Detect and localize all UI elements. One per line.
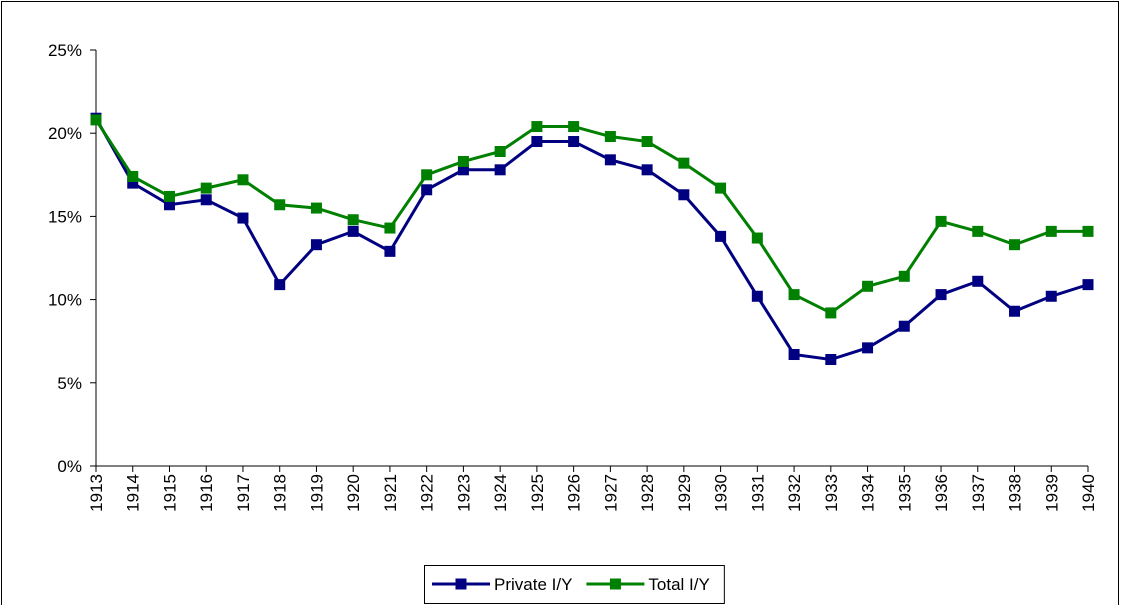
x-tick-label: 1913 — [87, 474, 106, 512]
y-tick-label: 0% — [57, 457, 82, 476]
point-marker — [310, 239, 322, 251]
x-tick-label: 1928 — [638, 474, 657, 512]
x-tick-label: 1939 — [1042, 474, 1061, 512]
point-marker — [421, 169, 433, 181]
x-tick-label: 1914 — [124, 474, 143, 512]
x-tick-label: 1920 — [344, 474, 363, 512]
x-tick-label: 1929 — [675, 474, 694, 512]
point-marker — [604, 154, 616, 166]
point-marker — [715, 182, 727, 194]
point-marker — [1009, 305, 1021, 317]
y-tick-label: 10% — [48, 291, 82, 310]
series-line — [94, 117, 1089, 362]
point-marker — [310, 202, 322, 214]
point-marker — [788, 289, 800, 301]
legend-label: Total I/Y — [648, 575, 709, 594]
point-marker — [163, 190, 175, 202]
point-marker — [1045, 225, 1057, 237]
x-tick-label: 1930 — [712, 474, 731, 512]
point-marker — [494, 164, 506, 176]
x-tick-label: 1931 — [748, 474, 767, 512]
point-marker — [457, 155, 469, 167]
x-tick-label: 1915 — [160, 474, 179, 512]
x-tick-label: 1934 — [859, 474, 878, 512]
point-marker — [90, 114, 102, 126]
x-tick-label: 1932 — [785, 474, 804, 512]
legend-label: Private I/Y — [494, 575, 572, 594]
point-marker — [788, 349, 800, 361]
point-marker — [237, 174, 249, 186]
point-marker — [1009, 239, 1021, 251]
point-marker — [1082, 225, 1094, 237]
x-tick-label: 1938 — [1006, 474, 1025, 512]
point-marker — [972, 275, 984, 287]
y-tick-label: 20% — [48, 124, 82, 143]
point-marker — [347, 214, 359, 226]
x-tick-label: 1935 — [895, 474, 914, 512]
point-marker — [384, 245, 396, 257]
point-marker — [347, 225, 359, 237]
point-marker — [751, 290, 763, 302]
point-marker — [935, 289, 947, 301]
point-marker — [127, 170, 139, 182]
x-tick-label: 1933 — [822, 474, 841, 512]
point-marker — [1082, 279, 1094, 291]
x-tick-label: 1926 — [565, 474, 584, 512]
point-marker — [825, 354, 837, 366]
point-marker — [678, 157, 690, 169]
point-marker — [898, 270, 910, 282]
point-marker — [457, 164, 469, 176]
x-tick-label: 1925 — [528, 474, 547, 512]
point-marker — [862, 342, 874, 354]
point-marker — [568, 136, 580, 148]
point-marker — [641, 136, 653, 148]
x-tick-label: 1927 — [601, 474, 620, 512]
y-tick-label: 25% — [48, 41, 82, 60]
point-marker — [274, 199, 286, 211]
point-marker — [898, 320, 910, 332]
point-marker — [862, 280, 874, 292]
point-marker — [200, 182, 212, 194]
point-marker — [935, 215, 947, 227]
point-marker — [751, 232, 763, 244]
point-marker — [568, 121, 580, 133]
point-marker — [531, 121, 543, 133]
point-marker — [421, 184, 433, 196]
point-marker — [200, 194, 212, 206]
x-tick-label: 1918 — [271, 474, 290, 512]
y-tick-label: 5% — [57, 374, 82, 393]
x-tick-label: 1937 — [969, 474, 988, 512]
series-line — [94, 119, 1088, 315]
legend: Private I/Y Total I/Y — [424, 565, 725, 604]
x-tick-label: 1919 — [307, 474, 326, 512]
legend-marker — [455, 578, 467, 590]
point-marker — [972, 225, 984, 237]
point-marker — [384, 222, 396, 234]
point-marker — [274, 279, 286, 291]
point-marker — [163, 199, 175, 211]
x-tick-label: 1917 — [234, 474, 253, 512]
point-marker — [715, 230, 727, 242]
point-marker — [237, 212, 249, 224]
point-marker — [825, 307, 837, 319]
x-tick-label: 1922 — [418, 474, 437, 512]
point-marker — [641, 164, 653, 176]
point-marker — [494, 146, 506, 158]
x-tick-label: 1923 — [454, 474, 473, 512]
x-tick-label: 1921 — [381, 474, 400, 512]
y-tick-label: 15% — [48, 207, 82, 226]
point-marker — [531, 136, 543, 148]
point-marker — [1045, 290, 1057, 302]
x-tick-label: 1916 — [197, 474, 216, 512]
point-marker — [678, 189, 690, 201]
x-tick-label: 1924 — [491, 474, 510, 512]
point-marker — [604, 131, 616, 143]
x-tick-label: 1940 — [1079, 474, 1098, 512]
legend-marker — [609, 578, 621, 590]
point-marker — [127, 177, 139, 189]
x-tick-label: 1936 — [932, 474, 951, 512]
